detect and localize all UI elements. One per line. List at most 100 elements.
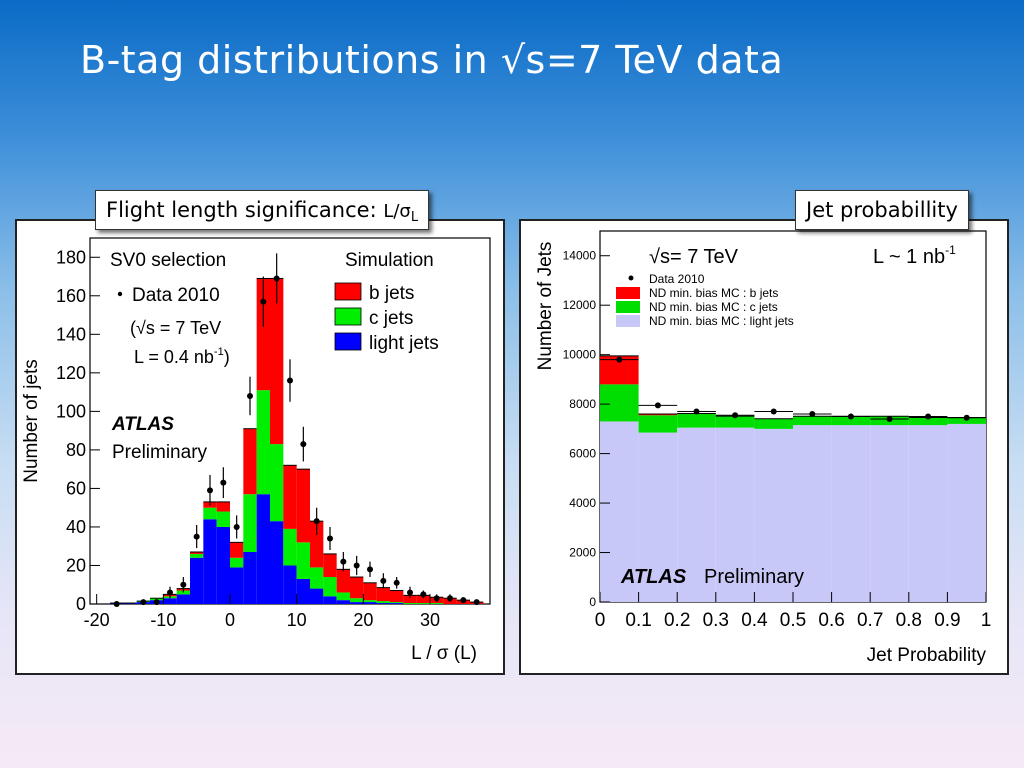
left-data-point [247,376,253,416]
left-bar-b-10 [230,542,244,558]
left-bar-c-9 [216,511,230,527]
right-y-tick-label: 6000 [569,447,596,461]
left-bar-b-17 [323,553,337,578]
right-bar-light-1 [638,432,678,602]
right-atlas-label: ATLAS [620,566,687,588]
left-bar-b-23 [403,595,417,604]
left-bar-b-14 [283,465,297,529]
right-bar-light-4 [754,428,793,602]
left-bar-b-18 [336,569,350,593]
left-data-legend-label: Data 2010 [132,285,220,306]
left-bar-c-12 [256,390,270,495]
flight-length-histogram: -20 -10 0 10 20 30 0 20 40 60 80 100 120 140 160 180 L … [21,237,491,664]
left-data-point [433,594,440,603]
right-bar-c-5 [793,416,832,426]
caption-left-text: Flight length significance: [106,198,377,222]
left-y-tick-label: 140 [56,324,86,344]
left-selection-label: SV0 selection [110,250,226,271]
left-y-tick-label: 0 [76,594,86,614]
left-y-tick-label: 60 [66,478,86,498]
left-data-point [220,467,227,499]
left-bar-b-24 [416,595,430,604]
left-y-axis-label: Number of jets [21,359,42,483]
right-bar-light-7 [870,425,909,602]
right-bar-c-6 [831,416,871,426]
right-bar-light-3 [715,427,755,602]
left-data-point [393,577,400,589]
left-data-point [153,599,160,606]
caption-left-symbol: L/σ [383,201,411,222]
right-bar-c-9 [947,417,986,424]
right-y-axis-label: Number of Jets [535,242,556,371]
caption-right-text: Jet probabillity [806,198,958,222]
left-x-tick-label: 0 [225,610,235,630]
left-data-point [207,474,213,506]
left-energy-label: (√s = 7 TeV [130,318,221,338]
left-bar-light-21 [376,603,390,604]
left-data-point [273,253,280,304]
left-bar-b-9 [216,501,230,512]
right-x-tick-label: 0.7 [857,610,883,631]
left-bar-b-7 [190,551,204,554]
left-bar-c-7 [190,553,204,558]
right-y-tick-label: 2000 [569,546,596,560]
right-x-tick-label: 0.1 [625,610,651,631]
right-x-tick-label: 0.5 [780,610,806,631]
left-bar-light-16 [310,588,324,604]
left-x-tick-label: 10 [287,610,307,630]
right-x-tick-label: 0.3 [703,610,729,631]
right-y-tick-label: 8000 [569,397,596,411]
left-data-point [407,586,413,599]
right-x-tick-label: 0.9 [934,610,960,631]
left-bar-light-6 [176,594,190,604]
right-y-tick-label: 10000 [563,348,597,362]
left-data-point [473,599,480,606]
left-data-point [420,590,427,599]
left-bar-c-13 [270,444,284,522]
right-bar-c-0 [600,384,639,422]
left-legend-light-swatch [334,332,362,351]
left-y-tick-label: 160 [56,286,86,306]
right-bar-c-3 [715,416,755,428]
left-data-point [260,276,267,327]
right-legend-b-swatch [616,287,640,299]
left-bar-b-15 [296,469,310,543]
left-legend-c-label: c jets [369,308,413,329]
right-legend-data-marker [628,275,634,281]
left-legend-light-label: light jets [369,333,439,354]
jet-probability-histogram: 0 0.1 0.2 0.3 0.4 0.5 0.6 0.7 0.8 0.9 1 0 2000 4000 60… [535,230,991,666]
left-x-tick-label: -20 [84,610,110,630]
left-data-point [313,507,320,535]
right-bar-light-2 [677,427,716,602]
left-bar-c-25 [430,603,444,604]
right-data-point [870,415,909,422]
left-data-point [327,526,333,551]
left-bar-c-17 [323,577,337,597]
left-bar-light-14 [283,565,297,604]
left-bar-c-19 [350,598,364,603]
left-bar-b-16 [310,521,324,568]
right-x-tick-label: 0.4 [741,610,768,631]
left-bar-b-21 [376,587,390,602]
left-bar-c-24 [416,603,430,604]
left-y-tick-label: 100 [56,401,86,421]
right-bar-b-1 [638,414,678,416]
left-bar-light-5 [163,598,177,604]
right-x-tick-label: 0 [595,610,606,631]
left-y-tick-label: 20 [66,555,86,575]
right-data-point [908,413,948,420]
left-bar-light-10 [230,567,244,604]
left-data-point [233,515,240,539]
left-data-point [113,601,120,607]
right-bar-light-0 [600,421,639,602]
left-bar-b-11 [243,428,257,495]
right-bar-c-4 [754,418,793,429]
left-bar-light-17 [323,596,337,604]
left-bar-b-20 [363,582,377,601]
right-preliminary-label: Preliminary [704,566,804,588]
left-bar-c-11 [243,494,257,552]
right-data-point [600,356,639,363]
left-legend-b-label: b jets [369,283,414,304]
left-data-point [353,555,360,576]
left-data-point [167,586,173,599]
